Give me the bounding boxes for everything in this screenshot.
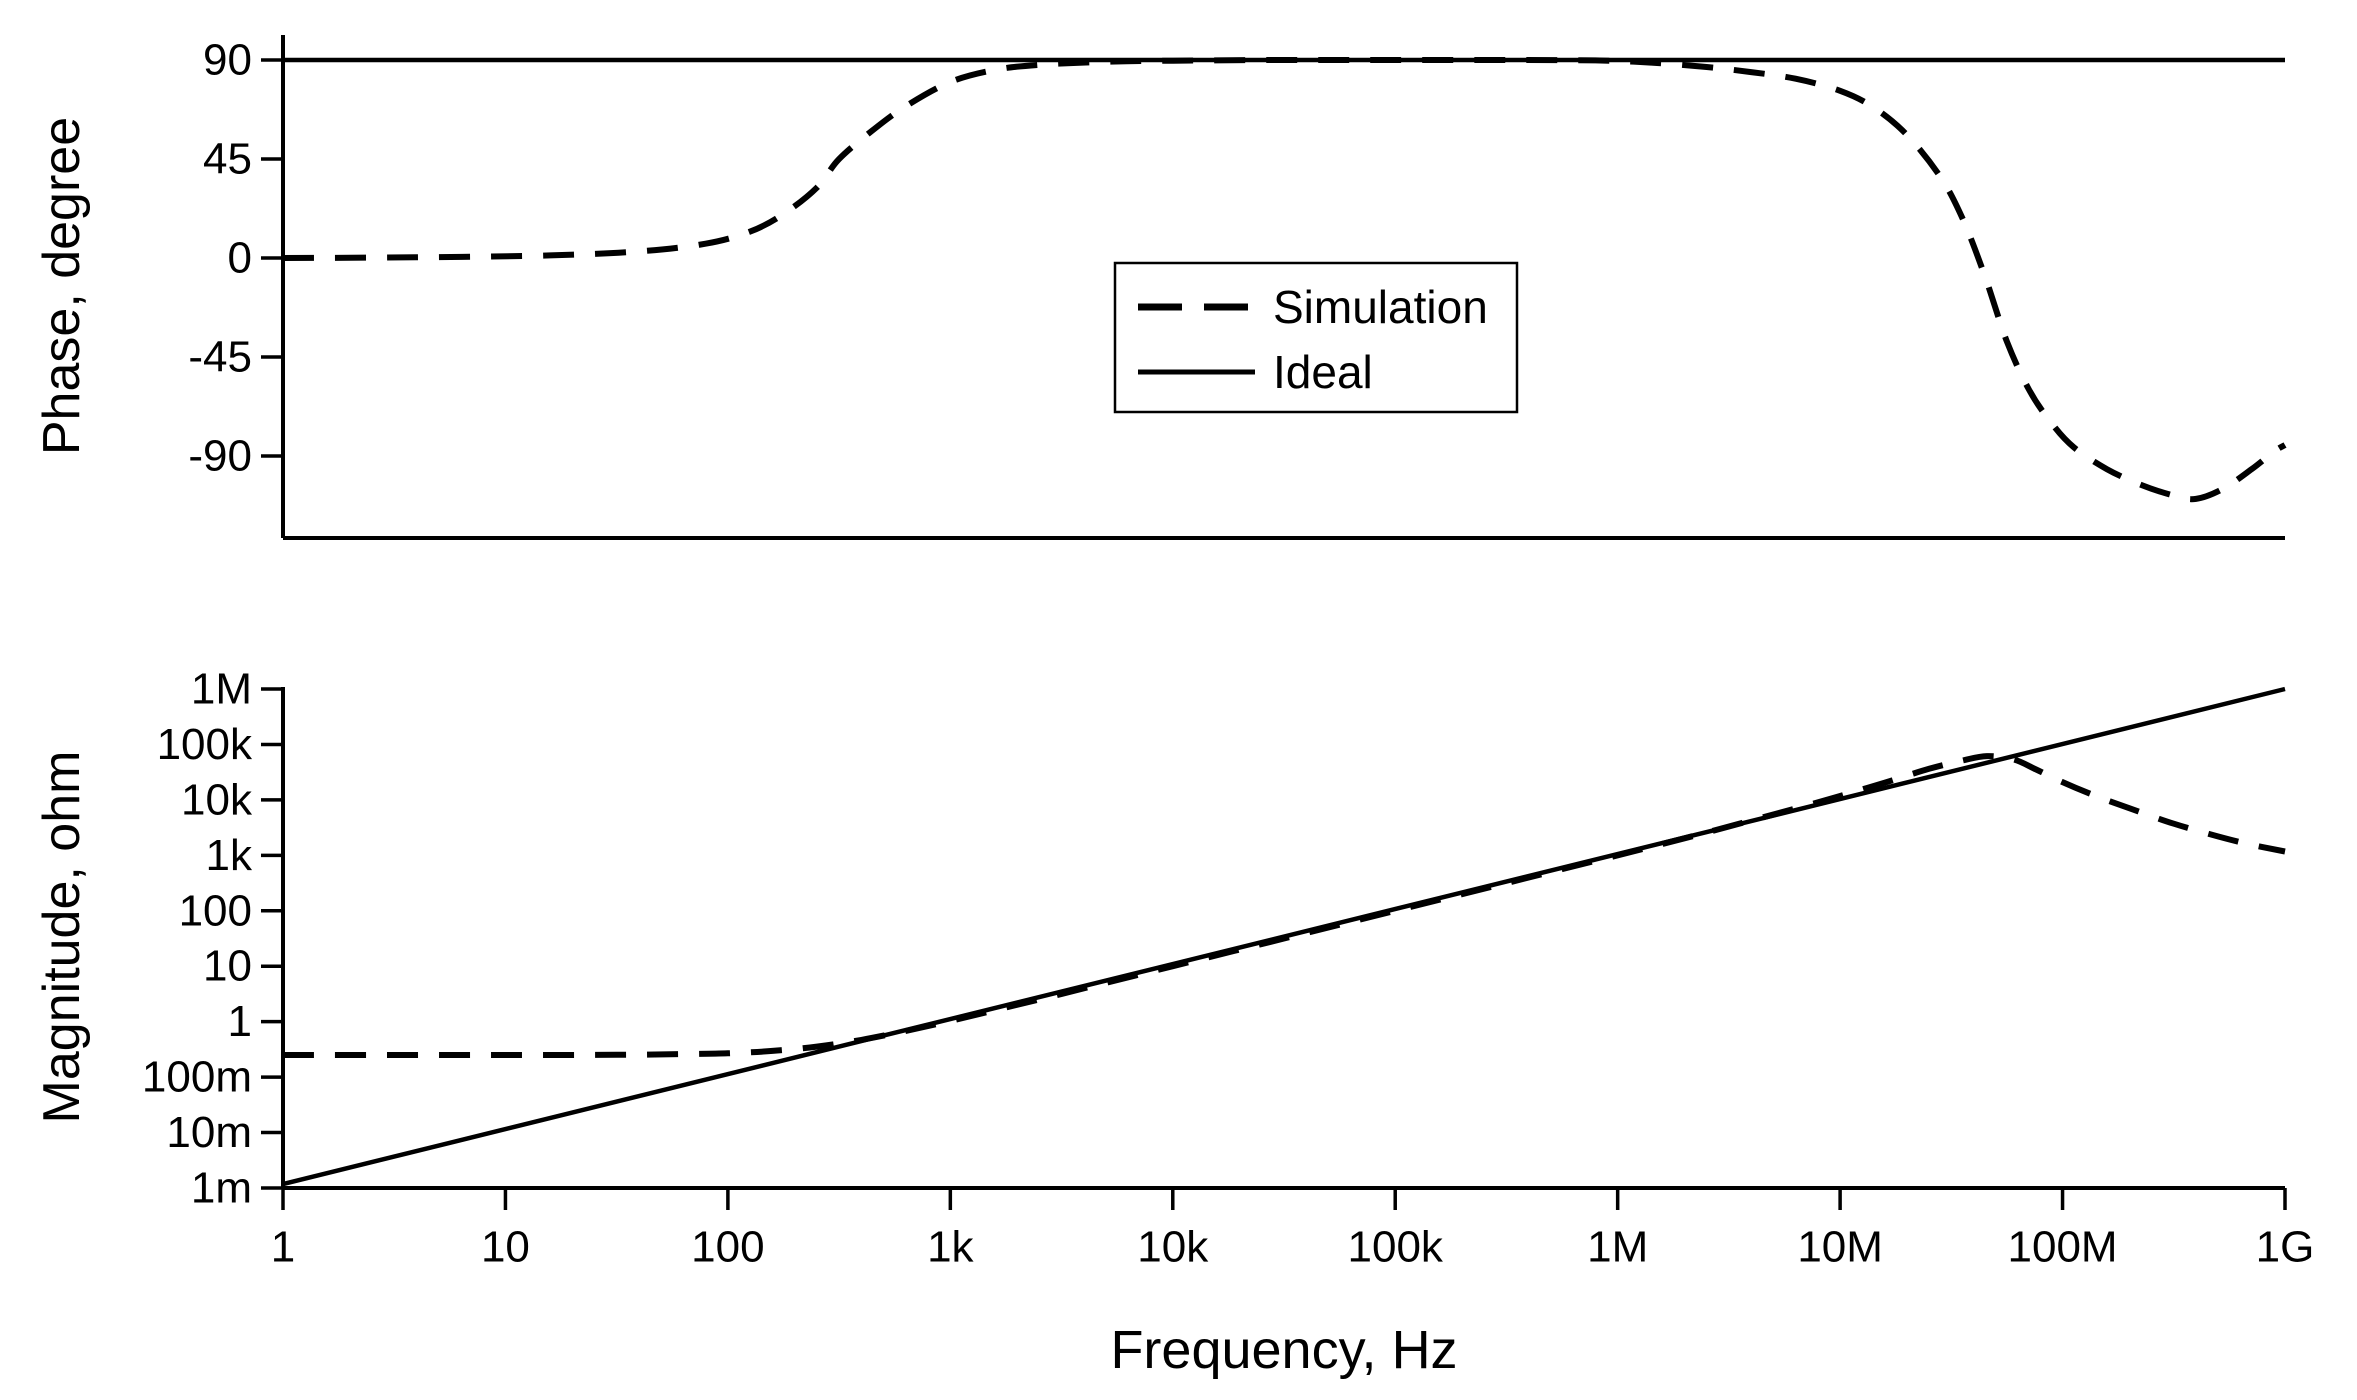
- phase-axis-title: Phase, degree: [33, 117, 91, 455]
- phase-y-tick-label: 90: [203, 36, 252, 85]
- magnitude-y-tick-label: 1k: [206, 831, 253, 880]
- frequency-x-tick-label: 100M: [2008, 1223, 2118, 1272]
- legend-label-simulation: Simulation: [1273, 281, 1488, 333]
- magnitude-y-tick-label: 1: [228, 997, 252, 1046]
- frequency-x-tick-label: 10M: [1797, 1223, 1883, 1272]
- frequency-x-tick-label: 10k: [1137, 1223, 1209, 1272]
- frequency-x-tick-label: 10: [481, 1223, 530, 1272]
- frequency-axis-title: Frequency, Hz: [1110, 1320, 1457, 1380]
- magnitude-y-tick-label: 100m: [142, 1053, 252, 1102]
- magnitude-y-tick-label: 1M: [191, 665, 252, 714]
- magnitude-y-tick-label: 10m: [166, 1108, 252, 1157]
- magnitude-y-tick-label: 1m: [191, 1164, 252, 1213]
- magnitude-y-tick-label: 10k: [181, 775, 253, 824]
- magnitude-y-tick-label: 100k: [157, 720, 253, 769]
- frequency-x-tick-label: 1k: [927, 1223, 974, 1272]
- frequency-x-tick-label: 100: [691, 1223, 764, 1272]
- magnitude-y-tick-label: 100: [179, 886, 252, 935]
- magnitude-axis-title: Magnitude, ohm: [33, 751, 91, 1124]
- phase-y-tick-label: -45: [188, 333, 252, 382]
- frequency-x-tick-label: 1G: [2256, 1223, 2315, 1272]
- magnitude-y-tick-label: 10: [203, 942, 252, 991]
- legend-label-ideal: Ideal: [1273, 346, 1373, 398]
- phase-y-tick-label: 0: [228, 234, 252, 283]
- magnitude-simulation-curve: [282, 753, 2286, 1059]
- legend-box: [1113, 261, 1519, 414]
- frequency-x-tick-label: 1: [271, 1223, 295, 1272]
- frequency-x-tick-label: 1M: [1587, 1223, 1648, 1272]
- phase-simulation-curve: [282, 56, 2287, 503]
- phase-y-tick-label: 45: [203, 135, 252, 184]
- phase-y-tick-label: -90: [188, 432, 252, 481]
- frequency-x-tick-label: 100k: [1348, 1223, 1444, 1272]
